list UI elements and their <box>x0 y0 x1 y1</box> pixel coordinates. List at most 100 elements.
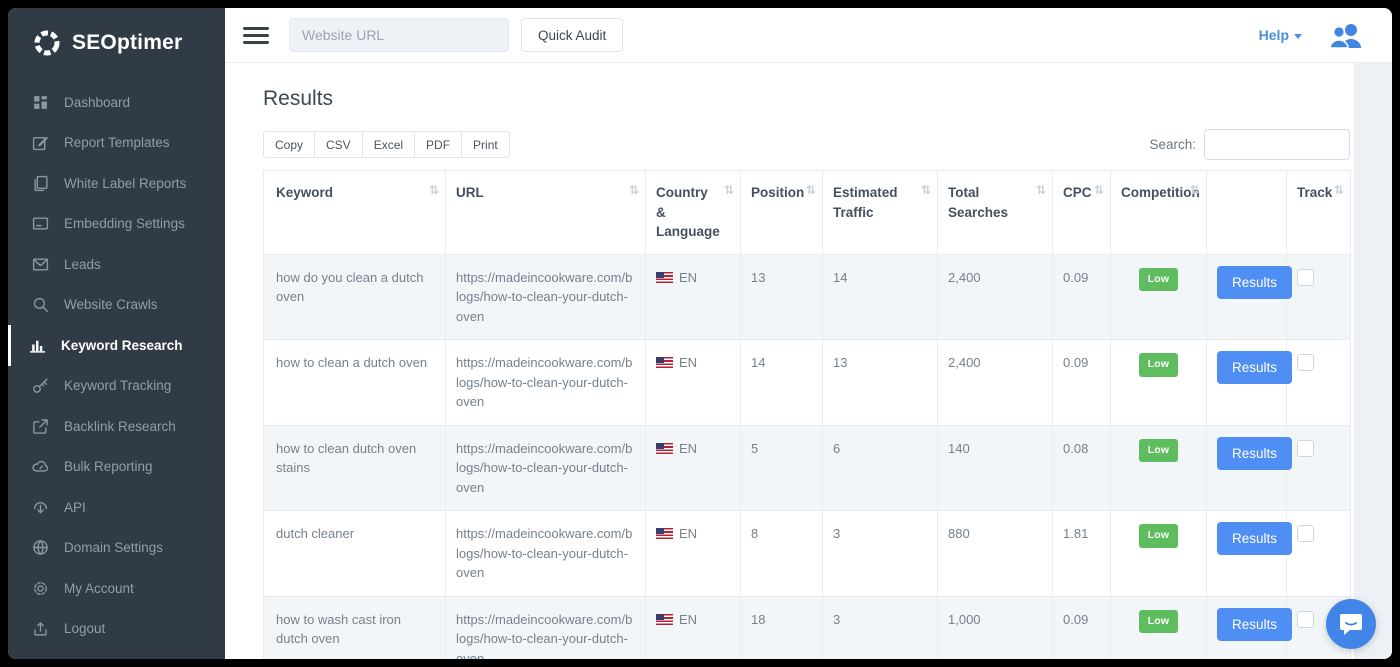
sidebar-item-dashboard[interactable]: Dashboard <box>8 82 225 123</box>
sidebar-item-domain-settings[interactable]: Domain Settings <box>8 528 225 569</box>
pdf-export-button[interactable]: PDF <box>414 131 462 158</box>
envelope-icon <box>32 256 49 273</box>
position-cell: 14 <box>741 340 823 426</box>
dashboard-icon <box>32 94 49 111</box>
column-header-keyword[interactable]: Keyword⇅ <box>264 171 446 255</box>
traffic-cell: 6 <box>823 425 938 511</box>
column-header-cpc[interactable]: CPC⇅ <box>1053 171 1111 255</box>
results-button[interactable]: Results <box>1217 351 1292 384</box>
sidebar-item-keyword-tracking[interactable]: Keyword Tracking <box>8 366 225 407</box>
page-title: Results <box>263 87 1350 111</box>
sidebar-item-my-account[interactable]: My Account <box>8 568 225 609</box>
logout-icon <box>32 620 49 637</box>
sidebar-item-backlink-research[interactable]: Backlink Research <box>8 406 225 447</box>
globe-icon <box>32 539 49 556</box>
track-checkbox[interactable] <box>1297 525 1314 542</box>
country-cell: EN <box>646 511 741 597</box>
country-cell: EN <box>646 425 741 511</box>
column-header-url[interactable]: URL⇅ <box>446 171 646 255</box>
track-checkbox[interactable] <box>1297 440 1314 457</box>
cloud-download-icon <box>32 499 49 516</box>
competition-badge: Low <box>1139 610 1179 634</box>
sort-icon[interactable]: ⇅ <box>1036 182 1046 199</box>
results-table: Keyword⇅URL⇅Country & Language⇅Position⇅… <box>263 170 1351 659</box>
chat-widget-button[interactable] <box>1326 599 1376 649</box>
track-checkbox[interactable] <box>1297 269 1314 286</box>
csv-export-button[interactable]: CSV <box>314 131 363 158</box>
screenshot-frame: SEOptimer Dashboard Report Templates Whi… <box>0 0 1400 667</box>
users-icon[interactable] <box>1328 22 1364 49</box>
us-flag-icon <box>656 272 673 283</box>
table-row: dutch cleaner https://madeincookware.com… <box>264 511 1351 597</box>
sort-icon[interactable]: ⇅ <box>921 182 931 199</box>
cpc-cell: 0.09 <box>1053 340 1111 426</box>
quick-audit-button[interactable]: Quick Audit <box>521 18 623 52</box>
competition-cell: Low <box>1111 425 1207 511</box>
topbar: Quick Audit Help <box>225 8 1392 63</box>
competition-badge: Low <box>1139 353 1179 377</box>
competition-badge: Low <box>1139 524 1179 548</box>
search-input[interactable] <box>1204 129 1350 160</box>
traffic-cell: 13 <box>823 340 938 426</box>
sidebar-item-api[interactable]: API <box>8 487 225 528</box>
sidebar-item-logout[interactable]: Logout <box>8 609 225 650</box>
website-url-input[interactable] <box>289 18 509 52</box>
hamburger-menu-icon[interactable] <box>243 27 269 44</box>
track-checkbox[interactable] <box>1297 354 1314 371</box>
cpc-cell: 0.09 <box>1053 596 1111 659</box>
position-cell: 13 <box>741 254 823 340</box>
excel-export-button[interactable]: Excel <box>362 131 415 158</box>
results-button[interactable]: Results <box>1217 522 1292 555</box>
competition-cell: Low <box>1111 596 1207 659</box>
country-cell: EN <box>646 340 741 426</box>
table-row: how to wash cast iron dutch oven https:/… <box>264 596 1351 659</box>
help-label: Help <box>1259 27 1289 43</box>
chevron-down-icon <box>1294 34 1302 39</box>
column-header-competition[interactable]: Competition⇅ <box>1111 171 1207 255</box>
column-header-total-searches[interactable]: Total Searches⇅ <box>938 171 1053 255</box>
sidebar-item-white-label-reports[interactable]: White Label Reports <box>8 163 225 204</box>
sidebar-item-keyword-research[interactable]: Keyword Research <box>8 325 225 366</box>
keyword-cell: how do you clean a dutch oven <box>264 254 446 340</box>
sidebar-item-leads[interactable]: Leads <box>8 244 225 285</box>
results-card: Results CopyCSVExcelPDFPrint Search: Key… <box>225 63 1354 659</box>
edit-icon <box>32 134 49 151</box>
keyword-cell: dutch cleaner <box>264 511 446 597</box>
results-button[interactable]: Results <box>1217 437 1292 470</box>
track-checkbox[interactable] <box>1297 611 1314 628</box>
sort-icon[interactable]: ⇅ <box>1190 182 1200 199</box>
sort-icon[interactable]: ⇅ <box>724 182 734 199</box>
competition-badge: Low <box>1139 439 1179 463</box>
sort-icon[interactable]: ⇅ <box>1334 182 1344 199</box>
help-dropdown[interactable]: Help <box>1259 27 1302 43</box>
key-icon <box>32 377 49 394</box>
sort-icon[interactable]: ⇅ <box>629 182 639 199</box>
column-header-position[interactable]: Position⇅ <box>741 171 823 255</box>
bar-chart-icon <box>29 337 46 354</box>
url-cell: https://madeincookware.com/blogs/how-to-… <box>446 596 646 659</box>
column-header-actions <box>1207 171 1287 255</box>
sidebar-item-website-crawls[interactable]: Website Crawls <box>8 285 225 326</box>
sidebar-item-report-templates[interactable]: Report Templates <box>8 123 225 164</box>
column-header-country-language[interactable]: Country & Language⇅ <box>646 171 741 255</box>
track-cell <box>1287 511 1351 597</box>
competition-badge: Low <box>1139 268 1179 292</box>
results-button[interactable]: Results <box>1217 608 1292 641</box>
copy-export-button[interactable]: Copy <box>263 131 315 158</box>
action-cell: Results <box>1207 511 1287 597</box>
position-cell: 5 <box>741 425 823 511</box>
column-header-estimated-traffic[interactable]: Estimated Traffic⇅ <box>823 171 938 255</box>
sort-icon[interactable]: ⇅ <box>1094 182 1104 199</box>
column-header-track[interactable]: Track⇅ <box>1287 171 1351 255</box>
sort-icon[interactable]: ⇅ <box>429 182 439 199</box>
pages-icon <box>32 175 49 192</box>
sidebar-item-embedding-settings[interactable]: Embedding Settings <box>8 204 225 245</box>
results-button[interactable]: Results <box>1217 266 1292 299</box>
app-window: SEOptimer Dashboard Report Templates Whi… <box>8 8 1392 659</box>
competition-cell: Low <box>1111 340 1207 426</box>
print-export-button[interactable]: Print <box>461 131 510 158</box>
brand[interactable]: SEOptimer <box>8 8 225 82</box>
sort-icon[interactable]: ⇅ <box>806 182 816 199</box>
sidebar-item-bulk-reporting[interactable]: Bulk Reporting <box>8 447 225 488</box>
content-background: Results CopyCSVExcelPDFPrint Search: Key… <box>225 63 1392 659</box>
